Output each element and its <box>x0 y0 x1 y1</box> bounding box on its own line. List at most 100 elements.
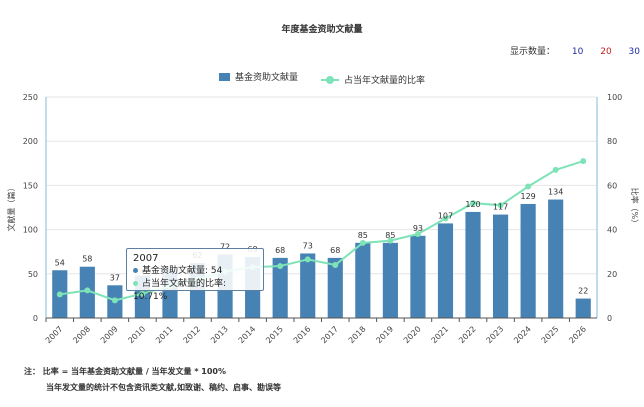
y-left-tick-label: 50 <box>28 270 38 279</box>
legend-bar-label: 基金资助文献量 <box>235 73 299 83</box>
ratio-line <box>59 160 584 302</box>
y-right-tick-label: 20 <box>607 270 617 279</box>
ratio-point <box>525 183 532 190</box>
ratio-point <box>139 290 146 297</box>
display-count-selector: 显示数量： 10 20 30 <box>510 44 640 57</box>
x-tick-label: 2021 <box>430 324 451 345</box>
ratio-point <box>580 158 587 165</box>
bar <box>575 298 591 318</box>
bar <box>520 203 536 318</box>
x-tick-label: 2022 <box>457 324 478 345</box>
legend-line-label: 占当年文献量的比率 <box>343 76 425 86</box>
y-right-tick-label: 100 <box>607 93 622 102</box>
ratio-point <box>111 297 118 304</box>
bar-data-label: 37 <box>110 273 120 282</box>
x-tick-label: 2008 <box>71 324 92 345</box>
tooltip-bar-dot <box>133 268 138 273</box>
bar-data-label: 73 <box>303 241 313 250</box>
x-tick-label: 2025 <box>540 324 561 345</box>
bar <box>355 242 371 318</box>
y-left-tick-label: 250 <box>23 93 38 102</box>
bar <box>327 257 343 318</box>
bar-data-label: 120 <box>465 200 480 209</box>
data-tooltip: 2007 基金资助文献量: 54 占当年文献量的比率: 10.71% <box>126 248 264 302</box>
x-tick-label: 2015 <box>264 324 285 345</box>
bar <box>382 242 398 318</box>
x-tick-label: 2024 <box>512 324 533 345</box>
bar-data-label: 107 <box>438 211 453 220</box>
legend-item-line[interactable]: 占当年文献量的比率 <box>320 73 425 86</box>
ratio-point <box>56 291 63 298</box>
chart-notes: 注： 比率 = 当年基金资助文献量 / 当年发文量 * 100% 当年发文量的统… <box>24 364 281 396</box>
y-left-axis-title: 文献量（篇） <box>6 184 16 232</box>
ratio-point <box>497 202 504 209</box>
bar <box>465 211 481 318</box>
y-right-tick-label: 0 <box>607 314 612 323</box>
x-tick-label: 2018 <box>347 324 368 345</box>
ratio-point <box>470 200 477 207</box>
x-tick-label: 2011 <box>154 324 175 345</box>
y-right-tick-label: 80 <box>607 137 617 146</box>
bar-data-label: 68 <box>275 246 285 255</box>
tooltip-count-row: 基金资助文献量: 54 <box>133 265 257 278</box>
y-left-tick-label: 150 <box>23 181 38 190</box>
legend-item-bar[interactable]: 基金资助文献量 <box>219 70 298 83</box>
display-count-option-30[interactable]: 30 <box>628 47 640 57</box>
x-tick-label: 2017 <box>319 324 340 345</box>
bar-data-label: 129 <box>520 192 535 201</box>
x-tick-label: 2013 <box>209 324 230 345</box>
y-right-tick-label: 60 <box>607 181 617 190</box>
y-right-tick-label: 40 <box>607 226 617 235</box>
bar-data-label: 117 <box>493 203 508 212</box>
tooltip-line-dot <box>133 281 138 286</box>
display-count-option-10[interactable]: 10 <box>571 47 584 57</box>
x-tick-label: 2014 <box>237 324 258 345</box>
ratio-point <box>304 256 311 263</box>
tooltip-ratio: 占当年文献量的比率: 10.71% <box>133 279 227 302</box>
y-left-tick-label: 200 <box>23 137 38 146</box>
bar <box>272 257 288 318</box>
ratio-point <box>387 237 394 244</box>
chart-title: 年度基金资助文献量 <box>281 25 363 35</box>
ratio-point <box>414 231 421 238</box>
y-right-axis-title: 比率（%） <box>630 188 640 228</box>
display-count-label: 显示数量： <box>510 47 556 57</box>
chart-legend: 基金资助文献量 占当年文献量的比率 <box>0 70 644 86</box>
bar <box>410 235 426 318</box>
bar <box>548 199 564 318</box>
bar-data-label: 58 <box>82 255 92 264</box>
bar-data-label: 93 <box>413 224 423 233</box>
y-left-tick-label: 0 <box>33 314 38 323</box>
legend-line-swatch <box>320 75 339 84</box>
x-tick-label: 2016 <box>292 324 313 345</box>
bar-data-label: 85 <box>358 231 368 240</box>
x-tick-label: 2026 <box>567 324 588 345</box>
note-line-1: 注： 比率 = 当年基金资助文献量 / 当年发文量 * 100% <box>24 367 227 376</box>
bar <box>492 214 509 318</box>
tooltip-count: 基金资助文献量: 54 <box>142 266 223 276</box>
bar <box>300 253 316 318</box>
bar-data-label: 68 <box>330 246 340 255</box>
bar-data-label: 85 <box>385 231 395 240</box>
display-count-option-20[interactable]: 20 <box>600 47 612 57</box>
y-left-tick-label: 100 <box>23 226 38 235</box>
note-line-2: 当年发文量的统计不包含资讯类文献,如致谢、稿约、启事、勘误等 <box>46 383 282 392</box>
bar-data-label: 134 <box>548 188 563 197</box>
tooltip-ratio-row: 占当年文献量的比率: 10.71% <box>133 278 257 304</box>
x-tick-label: 2019 <box>374 324 395 345</box>
ratio-point <box>552 166 559 173</box>
x-tick-label: 2012 <box>182 324 203 345</box>
ratio-point <box>442 215 449 222</box>
ratio-point <box>84 287 91 294</box>
bar-data-label: 54 <box>55 258 65 267</box>
ratio-point <box>359 239 366 246</box>
ratio-point <box>332 261 339 268</box>
legend-bar-swatch <box>219 72 231 81</box>
x-tick-label: 2020 <box>402 324 423 345</box>
bar <box>437 223 454 318</box>
bar-data-label: 22 <box>578 287 588 296</box>
x-tick-label: 2007 <box>44 324 65 345</box>
x-tick-label: 2009 <box>99 324 120 345</box>
axis-layer: 0 50 100 150 200 250 0 20 40 60 80 100 文献量（篇） 比率（%） 20… <box>6 93 640 345</box>
